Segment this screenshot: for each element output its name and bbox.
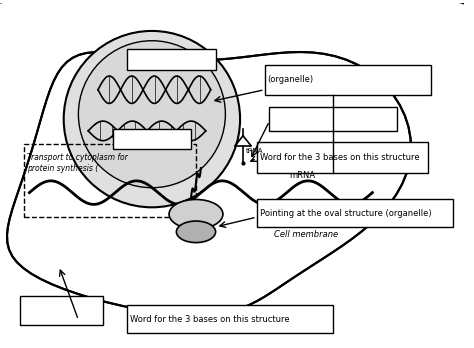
Polygon shape: [7, 52, 411, 315]
FancyBboxPatch shape: [264, 65, 431, 95]
Text: Transport to cytoplasm for
protein synthesis (: Transport to cytoplasm for protein synth…: [27, 153, 128, 173]
Text: mRNA: mRNA: [289, 171, 315, 180]
Ellipse shape: [169, 199, 223, 229]
FancyBboxPatch shape: [128, 49, 216, 70]
Text: Pointing at the oval structure (organelle): Pointing at the oval structure (organell…: [260, 209, 431, 218]
FancyBboxPatch shape: [257, 199, 453, 227]
Text: Word for the 3 bases on this structure: Word for the 3 bases on this structure: [130, 315, 290, 324]
FancyBboxPatch shape: [270, 108, 397, 131]
FancyBboxPatch shape: [113, 129, 191, 149]
Text: Word for the 3 bases on this structure: Word for the 3 bases on this structure: [260, 153, 419, 162]
Ellipse shape: [176, 221, 216, 243]
Text: Cell membrane: Cell membrane: [274, 230, 338, 239]
Circle shape: [78, 41, 225, 188]
FancyBboxPatch shape: [257, 142, 428, 173]
FancyBboxPatch shape: [128, 305, 333, 333]
Text: (organelle): (organelle): [267, 76, 314, 85]
Text: tRNA: tRNA: [246, 149, 264, 155]
FancyBboxPatch shape: [19, 295, 103, 325]
Circle shape: [64, 31, 240, 207]
